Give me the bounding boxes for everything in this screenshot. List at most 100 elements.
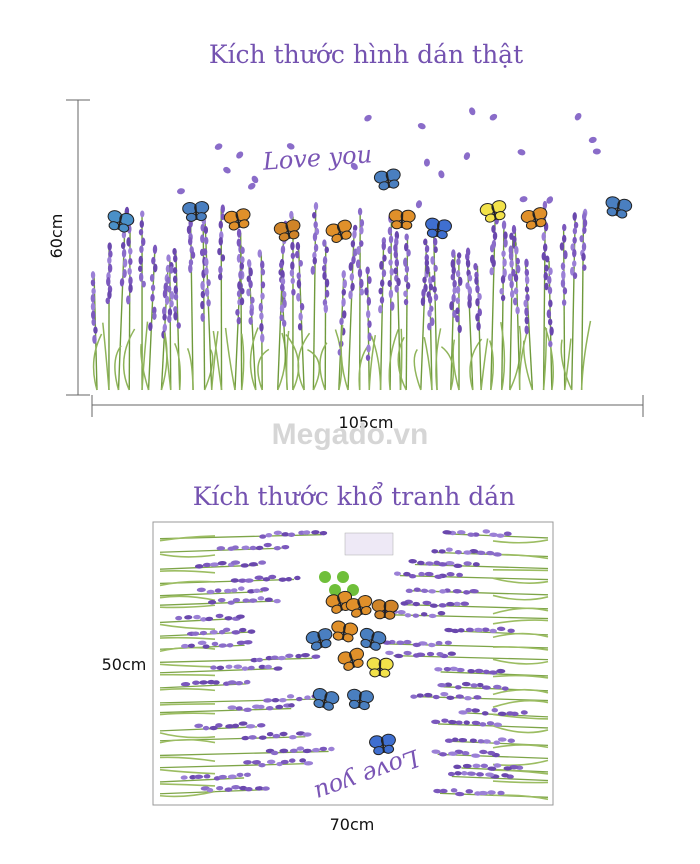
flower-bud	[501, 220, 507, 230]
leaf	[114, 345, 122, 391]
flower-bud	[501, 686, 509, 691]
flower-bud	[172, 267, 178, 274]
flower-bud	[243, 679, 251, 685]
leaf	[159, 732, 216, 739]
flower-bud	[162, 306, 167, 316]
leaf	[159, 703, 216, 706]
lavender-artwork	[90, 107, 633, 391]
flower-bud	[181, 643, 189, 649]
petal	[223, 166, 231, 174]
flower-bud	[497, 711, 507, 717]
flower-bud	[298, 259, 303, 267]
leaf	[297, 332, 311, 391]
flower-bud	[481, 627, 490, 632]
flower-bud	[509, 259, 514, 268]
flower-bud	[427, 322, 432, 331]
flower-bud	[455, 791, 465, 797]
flower-bud	[390, 301, 395, 311]
flower-bud	[120, 242, 126, 250]
flower-bud	[273, 545, 281, 551]
leaf	[489, 340, 494, 391]
flower-bud	[194, 723, 204, 729]
flower-bud	[248, 267, 253, 277]
flower-bud	[397, 610, 406, 615]
flower-bud	[479, 749, 488, 755]
flower-bud	[403, 257, 408, 267]
flower-bud	[367, 320, 372, 328]
flower-bud	[280, 245, 286, 255]
flower-bud	[455, 270, 461, 278]
leaf	[159, 783, 216, 787]
flower-bud	[230, 578, 239, 583]
flower-bud	[227, 600, 235, 605]
flower-bud	[367, 276, 372, 284]
flower-bud	[428, 283, 434, 291]
flower-bud	[260, 292, 265, 300]
dot-sticker	[337, 571, 349, 583]
flower-bud	[356, 245, 361, 255]
leaf	[141, 321, 149, 391]
flower-bud	[236, 253, 242, 263]
leaf	[480, 338, 489, 391]
flower-bud	[206, 279, 211, 287]
leaf	[159, 663, 216, 668]
flower-bud	[524, 325, 529, 335]
flower-bud	[278, 697, 287, 703]
flower-bud	[493, 722, 502, 727]
flower-bud	[162, 288, 168, 299]
flower-bud	[451, 266, 456, 275]
flower-bud	[167, 308, 173, 317]
flower-bud	[456, 258, 461, 266]
flower-bud	[166, 276, 171, 284]
leaf	[492, 674, 549, 679]
flower-bud	[294, 250, 300, 259]
leaf	[159, 790, 216, 798]
flower-bud	[513, 273, 519, 283]
flower-bud	[433, 560, 441, 566]
body	[341, 624, 347, 641]
flower-bud	[224, 787, 233, 792]
flower-bud	[545, 255, 550, 263]
flower-bud	[381, 241, 386, 251]
flower-bud	[312, 212, 317, 219]
flower-bud	[121, 248, 127, 258]
flower-bud	[394, 653, 404, 659]
petal	[463, 152, 471, 160]
flower-bud	[302, 530, 311, 535]
flower-bud	[512, 235, 517, 243]
flower-bud	[216, 546, 226, 551]
butterfly	[605, 196, 633, 219]
leaf	[92, 333, 103, 391]
flower-bud	[295, 653, 302, 659]
flower-bud	[237, 281, 242, 290]
leaf	[307, 349, 321, 391]
flower-bud	[247, 665, 255, 671]
flower-bud	[481, 711, 489, 716]
flower-bud	[455, 315, 460, 323]
flower-bud	[321, 265, 327, 272]
flower-bud	[188, 264, 193, 274]
flower-bud	[273, 666, 283, 671]
butterfly	[331, 620, 359, 643]
leaf	[122, 328, 136, 391]
flower-bud	[546, 309, 552, 319]
butterfly	[305, 628, 333, 651]
flower-bud	[365, 266, 370, 275]
wing	[369, 668, 381, 678]
flower-bud	[430, 256, 435, 265]
flower-bud	[431, 749, 441, 754]
flower-bud	[262, 577, 271, 582]
petal	[489, 113, 498, 121]
flower-bud	[251, 760, 261, 765]
flower-bud	[442, 530, 452, 535]
flower-bud	[423, 238, 428, 246]
flower-bud	[581, 242, 587, 252]
flower-bud	[440, 691, 449, 697]
flower-bud	[359, 278, 364, 289]
flower-bud	[480, 763, 489, 769]
flower-bud	[453, 601, 461, 607]
flower-bud	[296, 293, 301, 302]
flower-bud	[503, 766, 512, 771]
leaf	[368, 334, 377, 391]
leaf	[159, 553, 216, 558]
